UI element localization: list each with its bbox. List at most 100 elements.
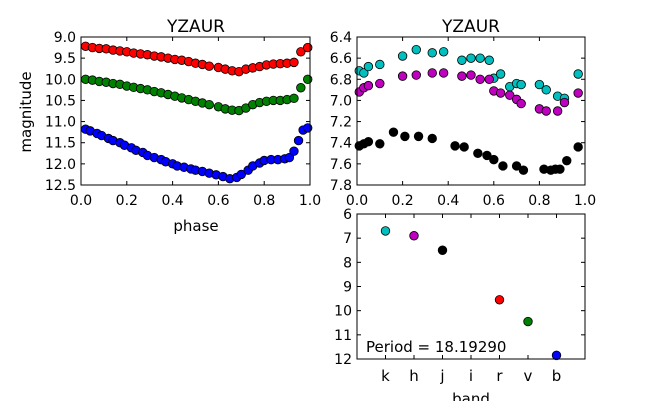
data-point [534, 79, 545, 90]
data-point [289, 57, 299, 68]
data-point [495, 69, 506, 79]
plot-area [356, 213, 586, 360]
data-point [289, 146, 299, 156]
data-point [552, 106, 563, 116]
x-tick-label: 0.6 [483, 193, 505, 209]
band-magnitude-panel: 6 7 8 9 10 11 12 k h j i r v b Period = 18.19290 ban… [334, 207, 586, 401]
data-point [562, 155, 572, 166]
data-point [516, 98, 526, 109]
data-point [573, 142, 583, 152]
data-point [427, 48, 437, 58]
data-point [204, 61, 214, 71]
data-point [303, 74, 313, 84]
data-point [397, 71, 408, 81]
data-point [363, 136, 374, 147]
y-tick-label: 9 [343, 280, 352, 296]
y-tick-labels: 9.0 9.5 10.0 10.5 11.0 11.5 12.0 12.5 [45, 30, 310, 194]
y-tick-label: 7.0 [330, 93, 352, 109]
data-point [388, 127, 399, 137]
data-point [413, 131, 424, 142]
y-tick-label: 8 [343, 255, 352, 271]
data-point [484, 74, 494, 84]
y-tick-label: 7 [343, 231, 352, 247]
data-point [363, 80, 374, 91]
data-point [466, 53, 476, 63]
data-point [518, 165, 529, 175]
band-tick-label: k [381, 367, 390, 385]
data-point [303, 123, 313, 133]
band-point-v [523, 316, 533, 327]
data-point [397, 51, 408, 61]
x-tick-label: 0.2 [116, 193, 138, 209]
panel-title: YZAUR [166, 17, 225, 37]
data-point [559, 97, 570, 108]
x-tick-label: 0.0 [346, 193, 368, 209]
y-tick-label: 7.8 [330, 178, 352, 194]
data-points [380, 226, 562, 361]
data-point [359, 68, 369, 78]
data-point [516, 79, 526, 90]
y-tick-labels: 6.4 6.6 6.8 7.0 7.2 7.4 7.6 7.8 [330, 30, 585, 194]
data-point [375, 59, 385, 70]
y-tick-label: 6.8 [330, 72, 352, 88]
x-tick-label: 0.4 [161, 193, 183, 209]
data-point [438, 68, 449, 78]
panel-title: YZAUR [441, 17, 500, 37]
y-tick-label: 10.5 [45, 93, 76, 109]
data-point [573, 69, 583, 79]
data-point [427, 133, 437, 144]
band-point-b [551, 350, 562, 361]
x-axis-label: band [452, 390, 490, 401]
data-point [411, 70, 421, 80]
data-point [475, 53, 485, 63]
data-point [498, 161, 508, 171]
x-tick-label: 0.6 [207, 193, 229, 209]
x-tick-label: 0.4 [437, 193, 459, 209]
data-point [457, 55, 467, 65]
y-tick-label: 12.0 [45, 157, 76, 173]
band-point-h [409, 231, 419, 241]
data-point [541, 106, 551, 116]
band-point-k [380, 226, 391, 236]
y-tick-label: 9.0 [54, 30, 76, 46]
period-annotation: Period = 18.19290 [366, 338, 506, 356]
y-tick-label: 11.5 [45, 136, 76, 152]
data-point [459, 142, 469, 152]
data-point [573, 88, 583, 98]
data-point [289, 93, 299, 104]
x-axis-label: phase [173, 217, 218, 235]
x-tick-label: 0.8 [528, 193, 550, 209]
band-point-j [437, 245, 448, 255]
data-point [466, 70, 476, 80]
y-tick-label: 11.0 [45, 115, 76, 131]
band-tick-label: i [469, 367, 473, 385]
y-tick-label: 10.0 [45, 72, 76, 88]
data-points [80, 41, 313, 184]
band-tick-label: h [409, 367, 419, 385]
data-point [293, 135, 304, 146]
band-tick-label: b [552, 367, 562, 385]
band-tick-label: v [524, 367, 533, 385]
data-point [400, 131, 410, 142]
data-point [541, 85, 551, 95]
light-curve-panel: YZAUR phase magnitude 9.0 9.5 10.0 10.5 11.0… [17, 17, 321, 235]
x-tick-label: 0.0 [70, 193, 92, 209]
y-tick-label: 12 [334, 352, 352, 368]
data-points [354, 44, 583, 175]
data-point [555, 164, 565, 174]
y-tick-label: 7.2 [330, 115, 352, 131]
y-tick-label: 6 [343, 207, 352, 223]
data-point [457, 71, 467, 81]
data-point [484, 55, 494, 65]
y-axis-label: magnitude [17, 71, 35, 152]
data-point [438, 47, 449, 57]
x-tick-labels: 0.0 0.2 0.4 0.6 0.8 1.0 [346, 37, 596, 209]
band-tick-label: r [496, 367, 503, 385]
plot-area [356, 36, 586, 186]
data-point [482, 150, 492, 161]
data-point [284, 152, 295, 163]
y-tick-label: 7.4 [330, 136, 352, 152]
y-tick-label: 12.5 [45, 178, 76, 194]
data-point [236, 169, 247, 180]
